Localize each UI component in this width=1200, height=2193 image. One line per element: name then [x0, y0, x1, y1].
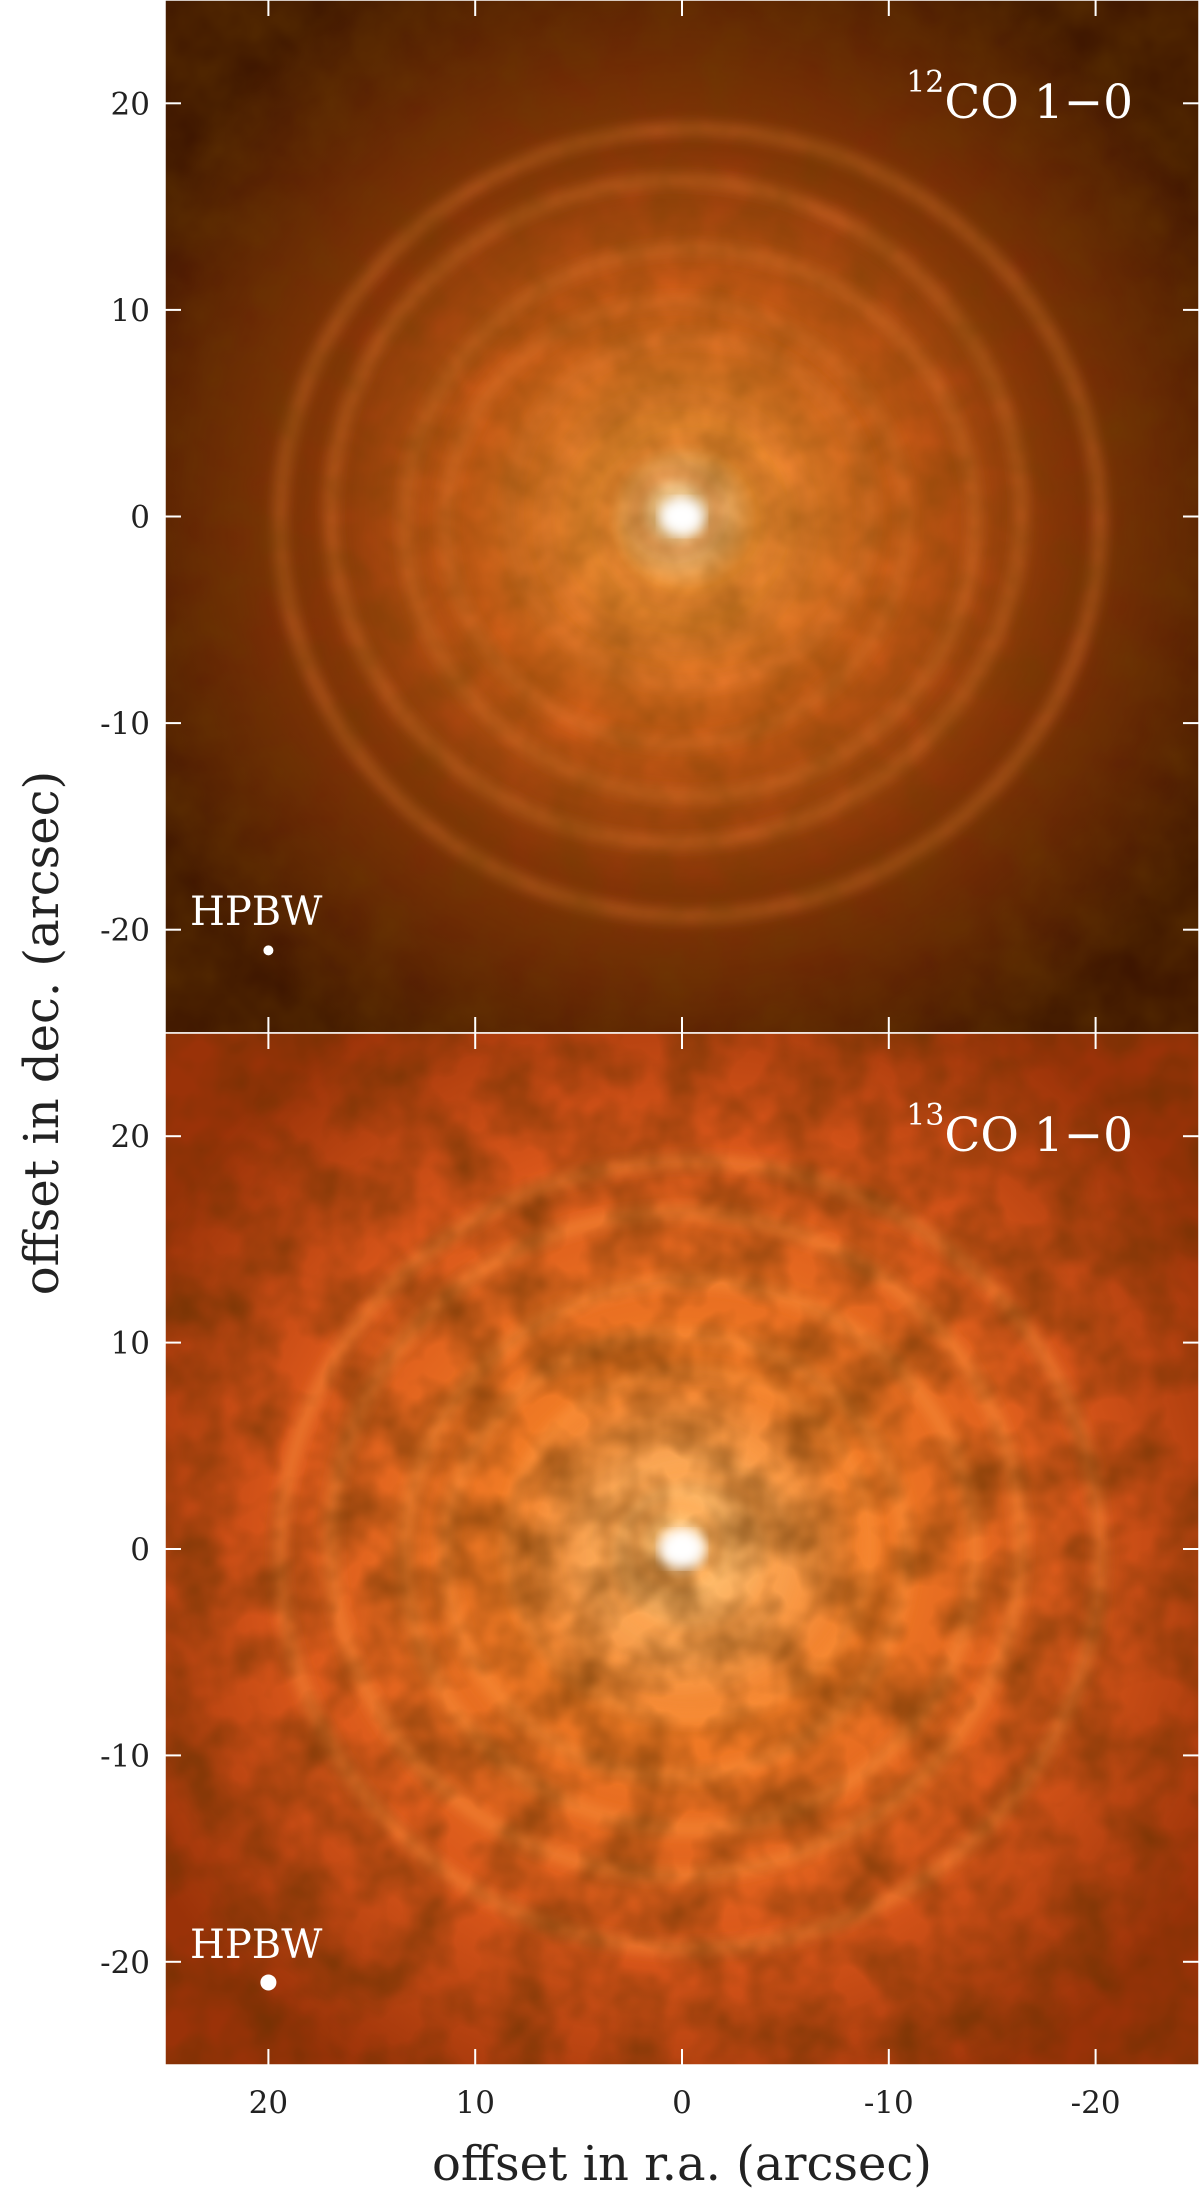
y-tick-label: -20 — [100, 913, 150, 949]
y-axis-title: offset in dec. (arcsec) — [14, 771, 70, 1295]
x-tick-label: 20 — [249, 2085, 288, 2121]
beam-label: HPBW — [190, 889, 322, 935]
core — [660, 1531, 704, 1567]
y-tick-label: -10 — [100, 706, 150, 742]
y-tick-label: 0 — [130, 1532, 150, 1568]
panel-title: 12CO 1−0 — [906, 65, 1133, 130]
title-superscript: 13 — [906, 1098, 944, 1133]
y-tick-label: -10 — [100, 1738, 150, 1774]
title-text: CO 1−0 — [944, 1108, 1133, 1163]
x-tick-label: 10 — [455, 2085, 494, 2121]
title-text: CO 1−0 — [944, 75, 1133, 130]
core — [660, 498, 704, 535]
x-tick-label: 0 — [672, 2085, 692, 2121]
map-image — [165, 1033, 1199, 2065]
y-tick-label: -20 — [100, 1945, 150, 1981]
beam — [260, 1974, 277, 1991]
x-axis-title: offset in r.a. (arcsec) — [432, 2136, 932, 2192]
beam-label: HPBW — [190, 1922, 322, 1968]
x-tick-label: -10 — [864, 2085, 914, 2121]
y-tick-label: 0 — [130, 500, 150, 536]
panel-title: 13CO 1−0 — [906, 1098, 1133, 1163]
y-tick-label: 20 — [111, 1119, 150, 1155]
y-tick-label: 20 — [111, 86, 150, 122]
y-tick-label: 10 — [111, 1326, 150, 1362]
title-superscript: 12 — [906, 65, 944, 100]
y-tick-label: 10 — [111, 293, 150, 329]
map-image — [165, 0, 1199, 1033]
beam — [263, 945, 274, 956]
x-tick-label: -20 — [1071, 2085, 1121, 2121]
